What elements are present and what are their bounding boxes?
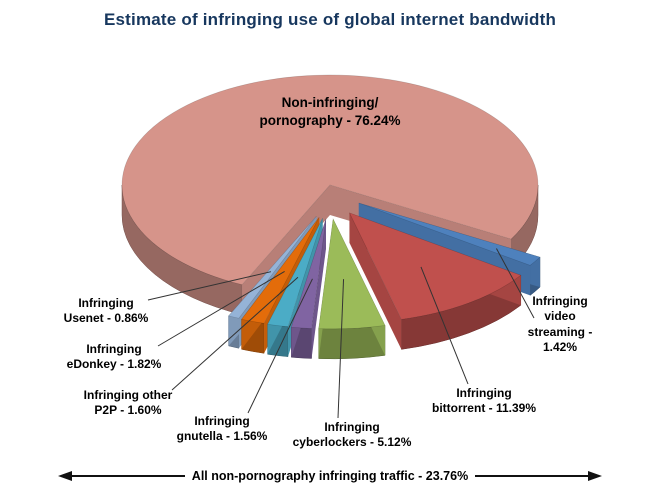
slice-label-usenet: Infringing Usenet - 0.86% [63,296,149,326]
footer-label: All non-pornography infringing traffic -… [191,469,469,483]
pie-slice-infringing-bittorrent-cut-face [349,212,402,350]
slice-label-non-infringing: Non-infringing/ pornography - 76.24% [259,95,401,129]
arrow-line-right [475,474,588,478]
slice-label-edonkey: Infringing eDonkey - 1.82% [66,342,162,372]
leader-line-infringing-gnutella [247,278,313,414]
leader-line-infringing-edonkey [157,270,285,347]
arrowhead-left-icon [58,471,72,481]
slice-label-video-streaming: Infringing video streaming - 1.42% [527,294,593,355]
pie-slice-infringing-usenet [228,215,317,319]
chart-title: Estimate of infringing use of global int… [103,10,557,29]
leader-line-infringing-bittorrent [420,266,469,385]
pie-slice-non-infringing-pornography [121,74,539,286]
arrowhead-right-icon [588,471,602,481]
pie-slice-infringing-edonkey [241,217,320,324]
leader-line-infringing-cyberlockers [337,279,345,419]
slice-label-gnutella: Infringing gnutella - 1.56% [176,414,268,444]
arrow-line-left [72,474,185,478]
slice-label-bittorrent: Infringing bittorrent - 11.39% [431,386,537,416]
slice-label-cyberlockers: Infringing cyberlockers - 5.12% [292,420,412,450]
pie-slice-infringing-bittorrent [348,212,522,320]
leader-line-infringing-other-p2p [171,276,299,391]
total-range-arrow: All non-pornography infringing traffic -… [58,469,602,483]
pie-slice-infringing-cyberlockers [318,217,386,330]
slice-label-other-p2p: Infringing other P2P - 1.60% [83,388,173,418]
pie-slice-infringing-gnutella [290,218,327,329]
leader-line-infringing-video-streaming [495,248,535,319]
leader-line-infringing-usenet [147,271,272,301]
pie-slice-infringing-other-p2p [267,218,323,327]
pie-slice-infringing-video-streaming [358,202,541,266]
